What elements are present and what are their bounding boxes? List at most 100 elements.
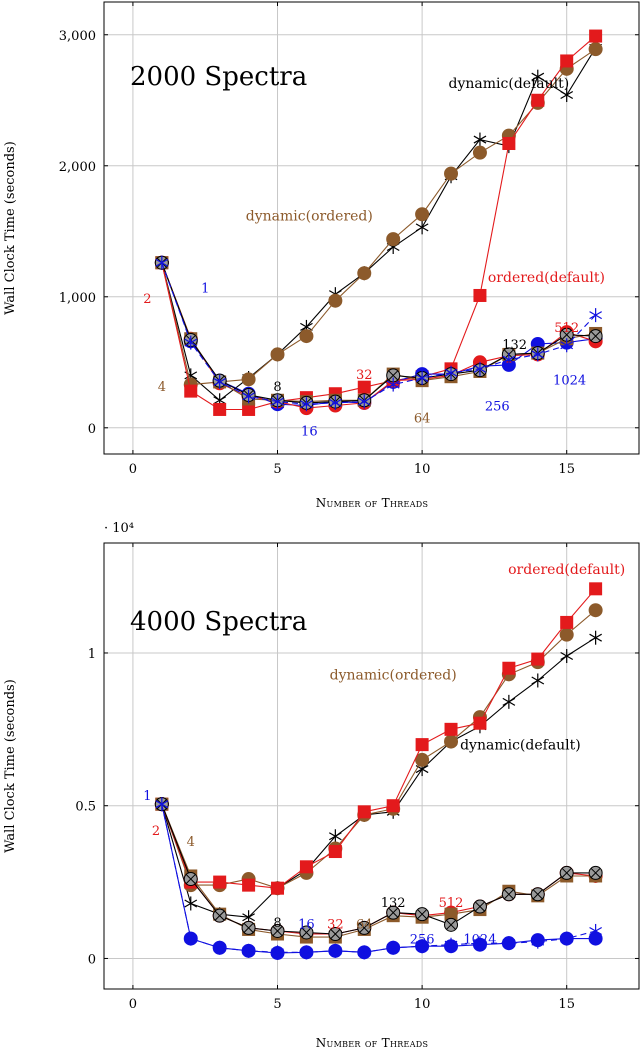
annotation-label: 4 [158, 380, 166, 395]
data-point [184, 384, 198, 398]
y-tick-label: 1 [88, 647, 96, 662]
y-axis-label: Wall Clock Time (seconds) [3, 679, 18, 853]
data-point [242, 878, 256, 892]
data-point [531, 673, 545, 688]
y-tick-label: 0 [88, 952, 96, 967]
series-line [161, 609, 596, 889]
annotation-label: 64 [414, 411, 431, 426]
annotation-label: ordered(default) [508, 562, 625, 578]
data-point [271, 881, 285, 895]
data-point [357, 380, 371, 394]
series-line [161, 804, 596, 935]
data-point [386, 940, 400, 955]
annotation-label: 32 [356, 368, 373, 383]
series-line [161, 804, 596, 953]
x-tick-label: 10 [414, 462, 431, 477]
data-point [502, 352, 516, 367]
chart-2000-spectra: 0 5 10 15 0 1,000 2,000 3,000 dynamic(default) d… [3, 1, 640, 510]
data-point [386, 232, 401, 247]
annotation-label: 64 [356, 917, 373, 932]
annotation-label: 16 [301, 424, 318, 439]
data-point [155, 255, 169, 270]
annotation-label: 2 [152, 824, 160, 839]
x-axis-label: Number of Threads [316, 1036, 429, 1050]
data-point [155, 797, 169, 812]
data-point [386, 799, 400, 813]
data-point [270, 923, 285, 938]
x-tick-label: 0 [129, 997, 137, 1012]
data-point [357, 920, 372, 935]
data-point [415, 738, 429, 752]
data-point [300, 397, 313, 412]
data-point [530, 887, 545, 902]
series-line [161, 804, 596, 954]
data-point [299, 329, 314, 344]
chart-4000-spectra: · 10⁴ 0 5 10 15 0 0.5 1 ordered(default) dynami… [3, 521, 640, 1050]
data-point [444, 917, 459, 932]
data-point [415, 371, 429, 386]
data-point [502, 694, 516, 709]
data-point [184, 335, 198, 350]
data-point [213, 875, 227, 889]
data-point [560, 615, 574, 629]
series-line [161, 637, 596, 918]
data-point [328, 293, 343, 308]
data-point [560, 338, 574, 353]
data-point [444, 722, 458, 736]
data-point [531, 69, 545, 84]
data-point [357, 945, 371, 960]
annotation-label: 1024 [463, 933, 496, 948]
data-point [300, 945, 313, 960]
annotation-label: 512 [554, 321, 579, 336]
annotation-label: 132 [381, 896, 406, 911]
data-point [299, 925, 314, 940]
data-point [184, 896, 198, 911]
y-axis-label: Wall Clock Time (seconds) [3, 141, 18, 315]
data-point [560, 931, 574, 946]
data-point [328, 943, 342, 958]
data-point [212, 908, 227, 923]
data-point [588, 603, 603, 618]
data-point [473, 361, 487, 376]
data-point [386, 377, 400, 392]
plot-frame [103, 1, 640, 455]
data-point [328, 845, 342, 859]
data-point [241, 372, 256, 387]
data-point [502, 136, 516, 150]
x-axis-label: Number of Threads [316, 496, 429, 510]
annotation-label: 512 [439, 896, 464, 911]
series-line [161, 47, 597, 402]
y-tick-label: 3,000 [59, 29, 96, 44]
data-point [415, 207, 430, 222]
annotation-label: 32 [327, 917, 344, 932]
series-line [161, 803, 596, 938]
series-line [161, 35, 596, 411]
annotation-label: ordered(default) [488, 270, 605, 286]
data-point [560, 649, 574, 664]
annotation-label: 2 [143, 292, 151, 307]
annotation-label: 4 [187, 835, 195, 850]
data-point [444, 166, 459, 181]
data-point [271, 394, 284, 409]
data-point [589, 630, 602, 645]
data-point [502, 661, 516, 675]
data-point [357, 394, 371, 409]
chart-title: 4000 Spectra [130, 607, 307, 637]
data-point [531, 934, 545, 949]
data-point [270, 347, 285, 362]
data-point [184, 931, 198, 946]
x-tick-label: 15 [558, 997, 575, 1012]
data-point [444, 937, 458, 952]
data-point [473, 132, 487, 147]
data-point [473, 936, 487, 951]
x-tick-label: 5 [273, 462, 281, 477]
x-tick-label: 10 [414, 997, 431, 1012]
data-point [415, 752, 430, 767]
series-chunk-132 [154, 797, 603, 942]
data-point [559, 627, 574, 642]
data-point [271, 945, 284, 960]
data-point [242, 389, 255, 404]
data-point [559, 865, 574, 880]
data-point [328, 927, 343, 942]
